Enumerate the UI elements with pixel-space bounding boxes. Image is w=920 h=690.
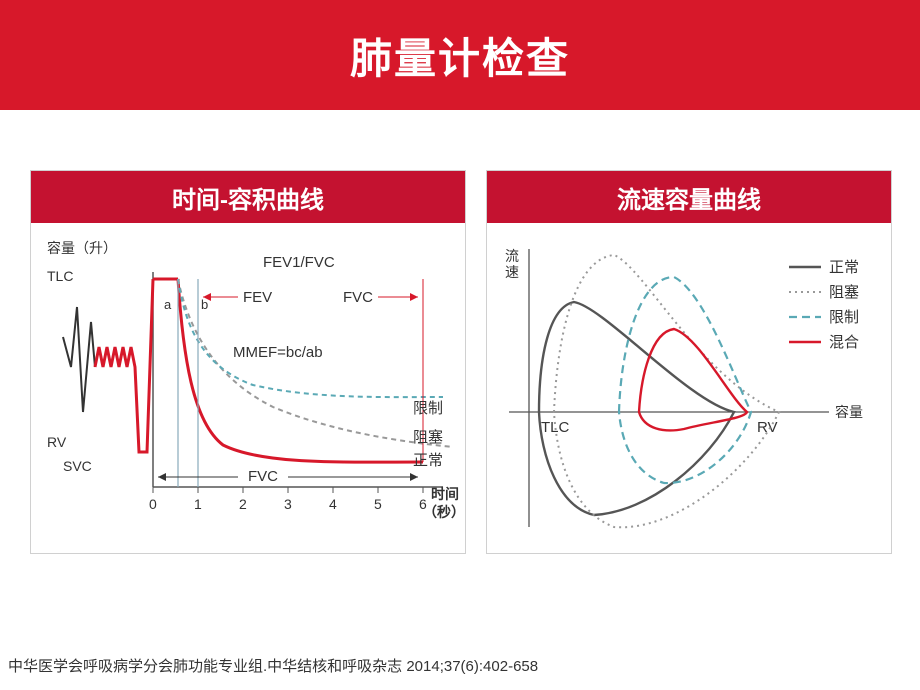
panel-time-volume: 时间-容积曲线 容量（升） TLC RV SVC — [30, 170, 466, 554]
legend: 正常 阻塞 限制 混合 — [789, 259, 859, 351]
loop-restrict — [619, 277, 751, 483]
label-mmef: MMEF=bc/ab — [233, 344, 323, 361]
svg-text:0: 0 — [149, 496, 157, 512]
x-axis-label2: （秒） — [423, 504, 465, 520]
chart-time-volume: 容量（升） TLC RV SVC 0 1 — [43, 237, 453, 537]
label-restrict: 限制 — [413, 400, 443, 417]
curve-normal — [178, 279, 423, 462]
label-fev: FEV — [243, 289, 272, 306]
title-bar: 肺量计检查 — [0, 0, 920, 110]
label-a: a — [164, 297, 172, 312]
fv-tlc: TLC — [541, 419, 570, 436]
svg-text:2: 2 — [239, 496, 247, 512]
loop-normal — [539, 302, 734, 515]
panel-title-left: 时间-容积曲线 — [172, 180, 324, 215]
x-ticks: 0 1 2 3 4 5 6 — [149, 487, 427, 512]
svg-text:3: 3 — [284, 496, 292, 512]
curve-obstruct — [178, 279, 453, 447]
citation: 中华医学会呼吸病学分会肺功能专业组.中华结核和呼吸杂志 2014;37(6):4… — [8, 655, 538, 676]
tlc-label: TLC — [47, 268, 73, 284]
rv-label: RV — [47, 434, 67, 450]
panels-container: 时间-容积曲线 容量（升） TLC RV SVC — [0, 110, 920, 554]
legend-normal: 正常 — [829, 259, 859, 276]
label-normal: 正常 — [413, 452, 443, 469]
svc-black-spike — [63, 307, 95, 412]
panel-header-left: 时间-容积曲线 — [31, 171, 465, 223]
panel-title-right: 流速容量曲线 — [617, 180, 761, 215]
svg-text:1: 1 — [194, 496, 202, 512]
label-b: b — [201, 297, 208, 312]
panel-body-right: 流速 容量 TLC RV 正常 — [487, 223, 891, 553]
y-axis-label: 容量（升） — [47, 240, 117, 256]
chart-flow-volume: 流速 容量 TLC RV 正常 — [499, 237, 879, 537]
legend-mixed: 混合 — [829, 334, 859, 351]
x-axis-label1: 时间 — [431, 486, 459, 502]
svg-text:4: 4 — [329, 496, 337, 512]
legend-obstruct: 阻塞 — [829, 283, 859, 301]
legend-restrict: 限制 — [829, 309, 859, 326]
panel-header-right: 流速容量曲线 — [487, 171, 891, 223]
panel-flow-volume: 流速容量曲线 流速 容量 TLC RV — [486, 170, 892, 554]
page-title: 肺量计检查 — [350, 25, 570, 86]
label-obstruct: 阻塞 — [413, 428, 443, 446]
label-fev1-fvc: FEV1/FVC — [263, 254, 335, 271]
label-fvc-top: FVC — [343, 289, 373, 306]
label-fvc-bottom: FVC — [248, 468, 278, 485]
fv-y-label: 流速 — [505, 248, 519, 280]
svc-label: SVC — [63, 458, 92, 474]
fv-x-label: 容量 — [835, 404, 863, 420]
svg-text:5: 5 — [374, 496, 382, 512]
panel-body-left: 容量（升） TLC RV SVC 0 1 — [31, 223, 465, 553]
svc-red-oscillation — [95, 279, 153, 452]
